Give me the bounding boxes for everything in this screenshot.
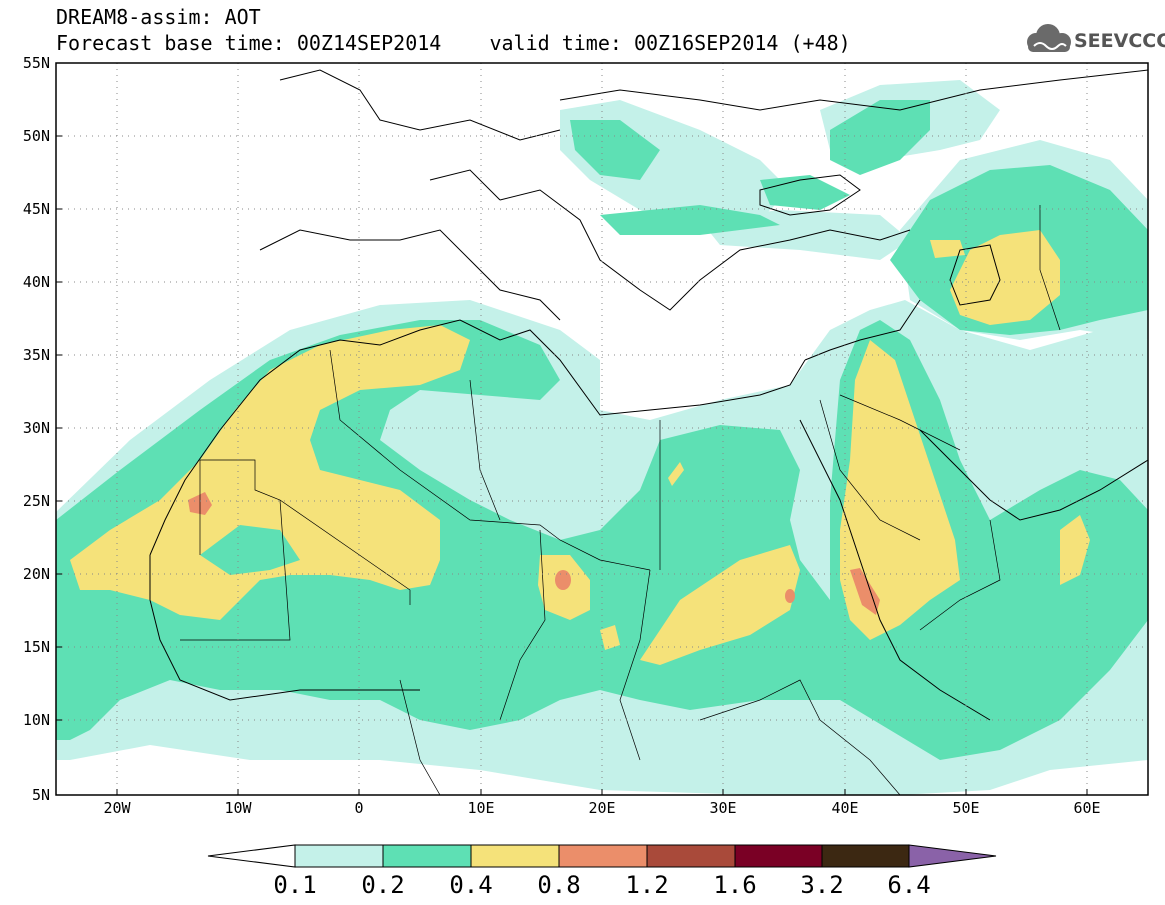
lon-label: 50E xyxy=(952,799,979,817)
lat-label: 35N xyxy=(23,346,50,364)
lat-label: 5N xyxy=(32,786,50,804)
forecast-time-line: Forecast base time: 00Z14SEP2014 valid t… xyxy=(56,31,851,55)
lat-label: 55N xyxy=(23,54,50,72)
map-title: DREAM8-assim: AOT xyxy=(56,5,261,29)
lat-label: 20N xyxy=(23,565,50,583)
colorbar-cell xyxy=(382,844,472,868)
lat-label: 10N xyxy=(23,711,50,729)
lat-label: 25N xyxy=(23,492,50,510)
lat-label: 30N xyxy=(23,419,50,437)
colorbar-cell xyxy=(734,844,823,868)
colorbar-labels: 0.1 0.2 0.4 0.8 1.2 1.6 3.2 6.4 xyxy=(273,871,930,899)
cloud-icon xyxy=(1027,24,1071,52)
colorbar-cell xyxy=(821,844,910,868)
colorbar-label: 1.6 xyxy=(713,871,756,899)
lon-label: 0 xyxy=(354,799,363,817)
logo-text: SEEVCCC xyxy=(1074,30,1165,52)
lat-label: 40N xyxy=(23,273,50,291)
coastlines xyxy=(149,69,1148,721)
colorbar-cell xyxy=(646,844,736,868)
colorbar-label: 1.2 xyxy=(625,871,668,899)
colorbar-cell xyxy=(207,844,296,868)
aot-band-0.4 xyxy=(70,230,1090,665)
latitude-labels: 55N 50N 45N 40N 35N 30N 25N 20N 15N 10N … xyxy=(23,54,50,804)
lon-label: 20W xyxy=(103,799,131,817)
colorbar-cell xyxy=(908,844,997,868)
lon-label: 10W xyxy=(224,799,252,817)
colorbar-label: 3.2 xyxy=(800,871,843,899)
lon-label: 10E xyxy=(467,799,494,817)
lat-label: 50N xyxy=(23,127,50,145)
colorbar xyxy=(207,844,997,868)
lon-label: 60E xyxy=(1073,799,1100,817)
colorbar-label: 0.8 xyxy=(537,871,580,899)
lat-label: 45N xyxy=(23,200,50,218)
longitude-labels: 20W 10W 0 10E 20E 30E 40E 50E 60E xyxy=(103,799,1100,817)
colorbar-label: 0.4 xyxy=(449,871,492,899)
colorbar-cell xyxy=(294,844,384,868)
colorbar-label: 0.1 xyxy=(273,871,316,899)
lon-label: 30E xyxy=(709,799,736,817)
lon-label: 20E xyxy=(588,799,615,817)
lat-label: 15N xyxy=(23,638,50,656)
colorbar-cell xyxy=(470,844,560,868)
colorbar-label: 0.2 xyxy=(361,871,404,899)
gridlines xyxy=(56,63,1148,795)
lon-label: 40E xyxy=(831,799,858,817)
colorbar-label: 6.4 xyxy=(887,871,930,899)
colorbar-cell xyxy=(558,844,648,868)
axis-ticks xyxy=(56,62,1088,796)
